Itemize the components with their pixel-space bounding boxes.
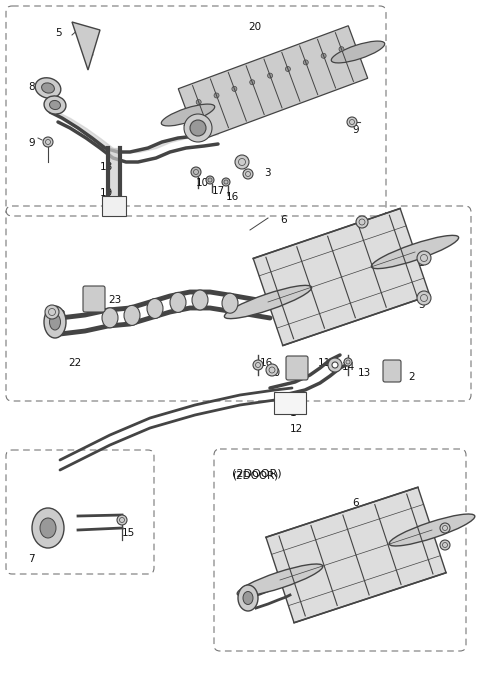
Ellipse shape [147,299,163,319]
Circle shape [253,360,263,370]
Text: 16: 16 [226,192,239,202]
Text: 21: 21 [182,118,195,128]
Text: 16: 16 [260,358,273,368]
Polygon shape [72,22,100,70]
Ellipse shape [49,314,60,330]
Ellipse shape [49,101,60,110]
FancyBboxPatch shape [83,286,105,312]
Circle shape [232,86,237,91]
Ellipse shape [372,236,458,269]
Circle shape [347,117,357,127]
Ellipse shape [102,308,118,328]
Text: 20: 20 [248,22,261,32]
Circle shape [286,66,290,71]
Text: 6: 6 [280,215,287,225]
Polygon shape [178,26,368,141]
Circle shape [190,120,206,136]
Circle shape [222,178,230,186]
Text: 9: 9 [352,125,359,135]
Text: 1: 1 [290,408,297,418]
Circle shape [266,364,278,376]
Text: (2DOOR): (2DOOR) [232,470,278,480]
Text: 2: 2 [408,372,415,382]
Ellipse shape [35,78,61,98]
Circle shape [267,73,273,78]
Text: 7: 7 [28,554,35,564]
Ellipse shape [237,564,323,596]
FancyBboxPatch shape [383,360,401,382]
Ellipse shape [170,292,186,312]
Circle shape [303,60,308,65]
Text: 15: 15 [122,528,135,538]
Polygon shape [253,208,430,345]
FancyBboxPatch shape [286,356,308,380]
Text: 6: 6 [352,498,359,508]
Text: 18: 18 [100,162,113,172]
Circle shape [344,358,352,366]
Ellipse shape [389,514,475,546]
Ellipse shape [44,306,66,338]
Ellipse shape [124,306,140,325]
Circle shape [43,137,53,147]
Ellipse shape [40,518,56,538]
Circle shape [440,523,450,533]
Text: 10: 10 [196,178,209,188]
Circle shape [417,251,431,265]
Text: 3: 3 [418,300,425,310]
Ellipse shape [238,585,258,611]
Ellipse shape [224,286,312,319]
Circle shape [206,176,214,184]
Text: 13: 13 [358,368,371,378]
Circle shape [196,99,201,105]
Text: 19: 19 [100,188,113,198]
Bar [102,196,126,216]
Text: 22: 22 [68,358,81,368]
Bar [274,392,306,414]
Circle shape [45,305,59,319]
Circle shape [235,155,249,169]
Circle shape [440,540,450,550]
Text: 14: 14 [342,362,355,372]
Circle shape [243,169,253,179]
Circle shape [339,47,344,51]
Ellipse shape [161,104,215,126]
Circle shape [321,53,326,58]
Circle shape [184,114,212,142]
Circle shape [417,291,431,305]
Text: 3: 3 [58,310,65,320]
Ellipse shape [44,96,66,114]
Text: 9: 9 [28,138,35,148]
Text: 3: 3 [264,168,271,178]
Text: 8: 8 [28,82,35,92]
Text: 12: 12 [290,424,303,434]
Text: 4: 4 [358,218,365,228]
Text: 10: 10 [268,368,281,378]
Circle shape [356,216,368,228]
Circle shape [328,358,342,372]
Ellipse shape [222,293,238,313]
Text: 23: 23 [108,295,121,305]
Ellipse shape [331,41,384,63]
Circle shape [214,93,219,98]
Ellipse shape [243,592,253,604]
Circle shape [117,515,127,525]
Text: 11: 11 [318,358,331,368]
Text: 17: 17 [212,186,225,196]
Polygon shape [266,487,446,623]
Ellipse shape [42,83,54,93]
Circle shape [332,362,338,368]
Text: 3: 3 [418,258,425,268]
Circle shape [250,79,255,85]
Ellipse shape [192,290,208,310]
Ellipse shape [32,508,64,548]
Circle shape [191,167,201,177]
Text: (2DOOR): (2DOOR) [232,468,282,478]
Text: 5: 5 [55,28,61,38]
